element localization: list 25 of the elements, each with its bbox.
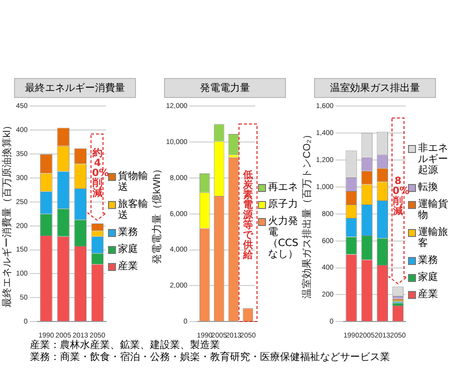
chart-title: 温室効果ガス排出量 [314, 78, 436, 98]
annotation: 約40%削減 [92, 148, 109, 199]
legend-label: 貨物輸送 [118, 170, 149, 192]
legend-label: 業務 [418, 254, 438, 266]
chart-title: 最終エネルギー消費量 [14, 78, 136, 98]
legend-label: 運輸旅客 [418, 226, 449, 248]
text: 産業：農林水産業、鉱業、建設業、製造業 [30, 340, 221, 352]
legend-label: 家庭 [118, 244, 138, 254]
y-axis-title: 最終エネルギー消費量（百万原油換算kl） [0, 120, 13, 308]
legend-label: 業務 [118, 226, 138, 238]
y-axis-title: 温室効果ガス排出量（百万トンCO₂） [300, 129, 313, 298]
legend-label: 旅客輸送 [118, 198, 149, 220]
legend-label: 再エネ [268, 182, 298, 193]
chart-title: 発電電力量 [164, 78, 286, 98]
y-axis-title: 発電電力量（億kWh） [150, 164, 163, 264]
text: 業務：商業・飲食・宿泊・公務・娯楽・教育研究・医療保健福祉などサービス業 [30, 352, 391, 364]
legend-label: 家庭 [418, 272, 438, 282]
legend-label: 運輸貨物 [418, 198, 449, 220]
text: 低炭素電源等で供給 [242, 170, 253, 262]
legend-label: 産業 [418, 288, 438, 300]
legend-label: 転換 [418, 182, 438, 192]
legend-label: 原子力 [268, 199, 298, 210]
legend-label: 産業 [118, 260, 138, 272]
legend-label: 非エネルギー起源 [418, 142, 449, 176]
legend-label: 火力発電（CCSなし） [268, 216, 300, 260]
